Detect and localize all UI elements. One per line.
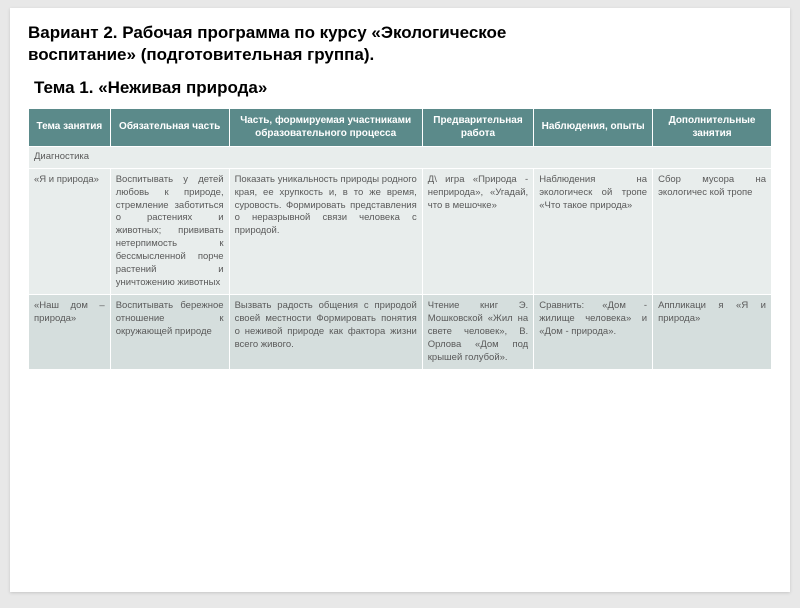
col-observe: Наблюдения, опыты (534, 109, 653, 147)
col-prep: Предварительная работа (422, 109, 533, 147)
cell-mandatory: Воспитывать бе­режное отношение к окружа… (110, 295, 229, 370)
col-extra: Дополнительные занятия (653, 109, 772, 147)
table-row: «Я и природа» Воспитывать у детей любовь… (29, 169, 772, 295)
diagnostic-row: Диагностика (29, 147, 772, 169)
col-formed: Часть, формируемая участниками образоват… (229, 109, 422, 147)
page-title: Вариант 2. Рабочая программа по курсу «Э… (28, 22, 772, 66)
cell-mandatory: Воспитывать у детей любовь к природе, ст… (110, 169, 229, 295)
title-line-1: Вариант 2. Рабочая программа по курсу «Э… (28, 23, 506, 42)
document-page: Вариант 2. Рабочая программа по курсу «Э… (10, 8, 790, 592)
col-mandatory: Обязательная часть (110, 109, 229, 147)
cell-formed: Показать уникальность природы родного кр… (229, 169, 422, 295)
cell-topic: «Я и природа» (29, 169, 111, 295)
cell-topic: «Наш дом – природа» (29, 295, 111, 370)
cell-formed: Вызвать радость общения с природой своей… (229, 295, 422, 370)
cell-extra: Сбор мусора на экологичес кой тропе (653, 169, 772, 295)
table-header: Тема занятия Обязательная часть Часть, ф… (29, 109, 772, 147)
cell-prep: Чтение книг Э. Мошковской «Жил на свете … (422, 295, 533, 370)
cell-observe: Наблюдения на экологическ ой тропе «Что … (534, 169, 653, 295)
cell-extra: Аппликаци я «Я и природа» (653, 295, 772, 370)
col-topic: Тема занятия (29, 109, 111, 147)
page-subtitle: Тема 1. «Неживая природа» (28, 78, 772, 98)
curriculum-table: Тема занятия Обязательная часть Часть, ф… (28, 108, 772, 370)
table-row: «Наш дом – природа» Воспитывать бе­режно… (29, 295, 772, 370)
cell-observe: Сравнить: «Дом - жилище человека» и «Дом… (534, 295, 653, 370)
diagnostic-cell: Диагностика (29, 147, 772, 169)
cell-prep: Д\ игра «Природа - неприрода», «Угадай, … (422, 169, 533, 295)
title-line-2: воспитание» (подготовительная группа). (28, 45, 374, 64)
